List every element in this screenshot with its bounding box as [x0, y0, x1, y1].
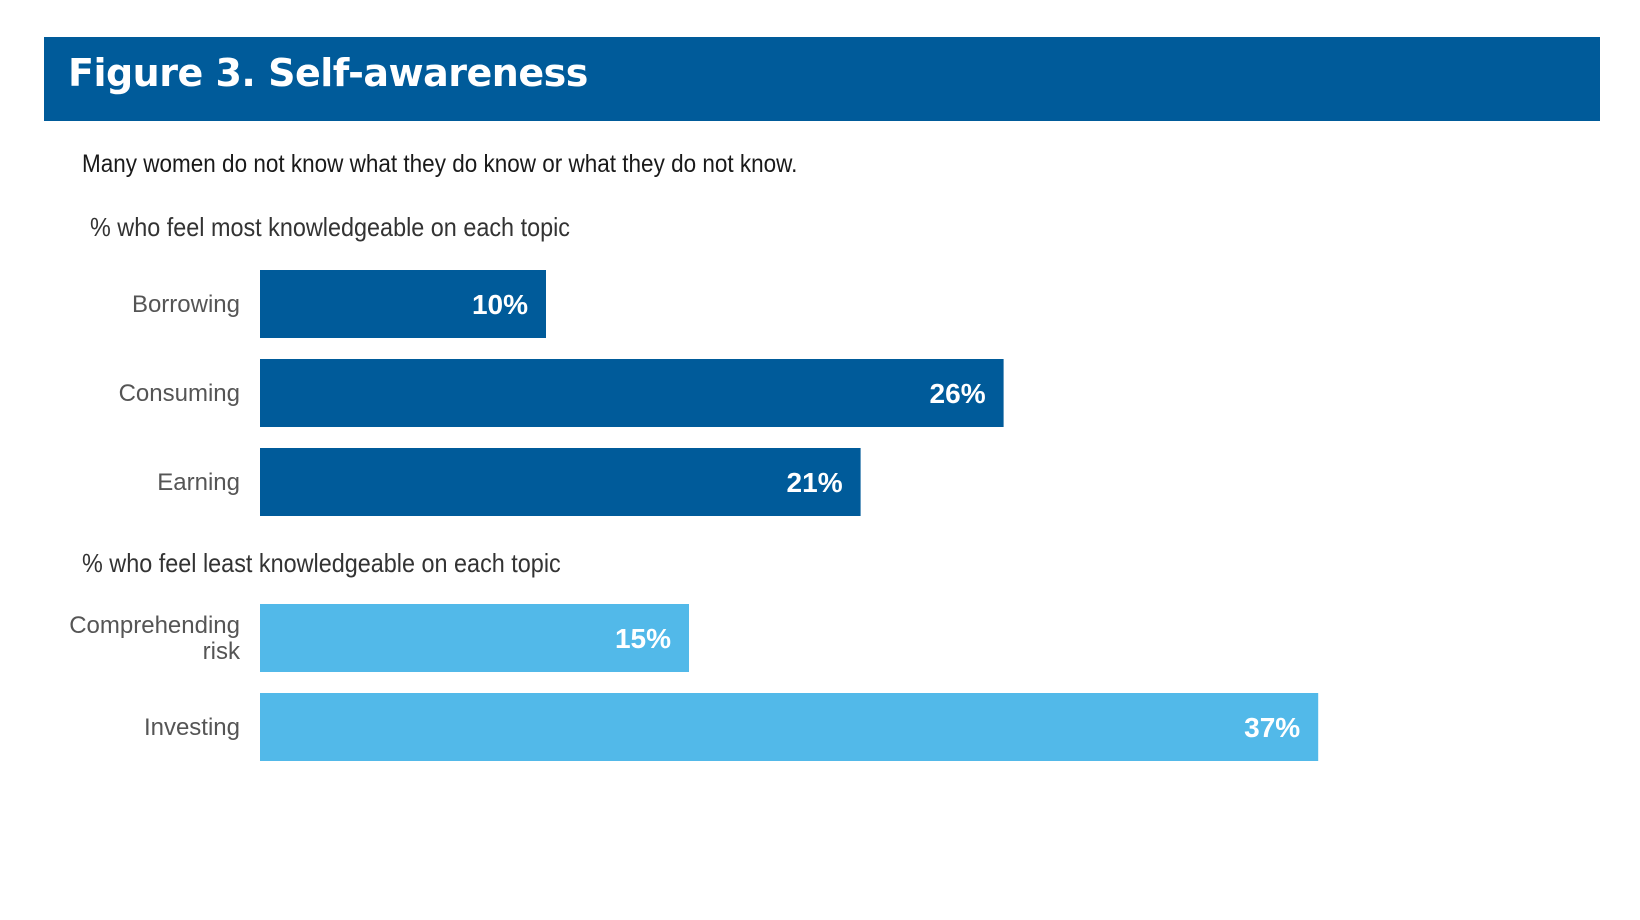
bar-0-2	[260, 448, 861, 516]
bar-value-label: 10%	[472, 289, 528, 320]
category-label: Consuming	[119, 380, 240, 407]
figure-title: Figure 3. Self-awareness	[68, 51, 588, 95]
bar-value-label: 21%	[787, 467, 843, 498]
most-knowledgeable-section-label: % who feel most knowledgeable on each to…	[90, 212, 571, 242]
figure-title-band: Figure 3. Self-awareness	[44, 37, 1600, 121]
bar-value-label: 26%	[930, 378, 986, 409]
bar-value-label: 15%	[615, 623, 671, 654]
category-label: Earning	[157, 469, 240, 496]
bar-value-label: 37%	[1244, 712, 1300, 743]
bar-0-1	[260, 359, 1004, 427]
category-label: Investing	[144, 714, 240, 741]
figure-subtitle: Many women do not know what they do know…	[82, 150, 798, 178]
category-label: Comprehending risk	[69, 612, 241, 665]
bar-0-0	[260, 270, 546, 338]
bar-1-1	[260, 693, 1319, 761]
least-knowledgeable-section-label: % who feel least knowledgeable on each t…	[82, 548, 561, 578]
bar-1-0	[260, 604, 689, 672]
category-label: Borrowing	[132, 291, 240, 318]
